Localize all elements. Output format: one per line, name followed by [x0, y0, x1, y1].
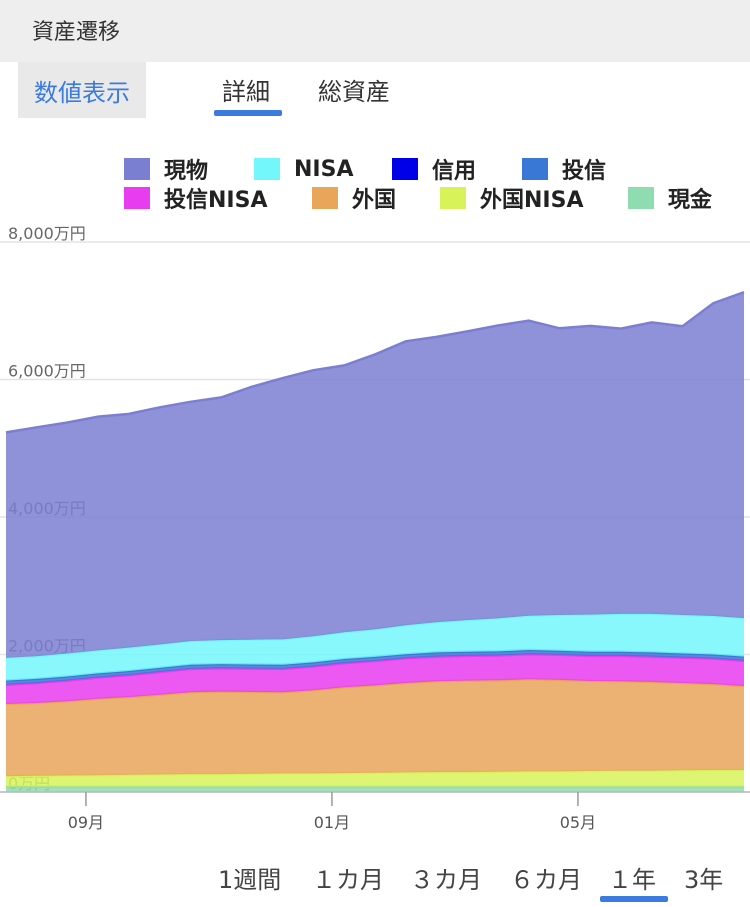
legend-label: 現物 [164, 159, 209, 184]
y-tick-label: 6,000万円 [8, 362, 86, 381]
legend-label: 外国NISA [480, 188, 584, 213]
x-tick-label: 01月 [314, 813, 350, 832]
header-bar [0, 0, 750, 62]
legend-label: 現金 [668, 188, 713, 213]
legend-swatch [124, 187, 150, 209]
legend-item-shinyo: 信用 [392, 154, 476, 184]
page-title: 資産遷移 [32, 20, 121, 45]
legend-swatch [392, 158, 418, 180]
legend-item-toshin: 投信 [522, 154, 606, 184]
tab-detail[interactable]: 詳細 [222, 78, 270, 106]
time-range-selector: 1週間 １カ月 ３カ月 ６カ月 １年 3年 [0, 850, 750, 902]
x-tick-label: 09月 [68, 813, 104, 832]
range-3years[interactable]: 3年 [684, 866, 724, 894]
legend-label: 投信NISA [164, 188, 268, 213]
legend-item-gaikoku: 外国 [312, 183, 396, 213]
legend-item-gaikoku-nisa: 外国NISA [440, 183, 583, 213]
chart-legend: 現物 NISA 信用 投信 投信NISA 外国 外国NISA 現金 [0, 150, 750, 220]
legend-swatch [124, 158, 150, 180]
legend-item-toshin-nisa: 投信NISA [124, 183, 267, 213]
legend-label: NISA [294, 156, 354, 182]
legend-label: 外国 [352, 188, 397, 213]
y-tick-label: 8,000万円 [8, 224, 86, 243]
area-現金 [6, 786, 744, 792]
legend-item-nisa: NISA [254, 154, 353, 184]
area-投信NISA [6, 654, 744, 704]
legend-label: 信用 [432, 159, 477, 184]
area-外国 [6, 679, 744, 777]
series-line-現物 [5, 291, 745, 434]
range-3months[interactable]: ３カ月 [410, 866, 482, 894]
active-tab-indicator [214, 110, 282, 116]
tab-total-assets[interactable]: 総資産 [318, 78, 390, 106]
legend-item-genkin: 現金 [628, 183, 712, 213]
numeric-display-button[interactable]: 数値表示 [18, 62, 146, 118]
area-NISA [6, 613, 744, 681]
x-tick-label: 05月 [560, 813, 596, 832]
range-1year[interactable]: １年 [608, 866, 656, 894]
legend-label: 投信 [562, 159, 607, 184]
legend-swatch [254, 158, 280, 180]
range-1month[interactable]: １カ月 [312, 866, 384, 894]
legend-swatch [440, 187, 466, 209]
legend-swatch [628, 187, 654, 209]
range-6months[interactable]: ６カ月 [510, 866, 582, 894]
area-現物 [6, 292, 744, 658]
legend-swatch [312, 187, 338, 209]
active-range-indicator [600, 896, 668, 902]
range-1week[interactable]: 1週間 [218, 866, 282, 894]
legend-item-genbutsu: 現物 [124, 154, 208, 184]
legend-swatch [522, 158, 548, 180]
